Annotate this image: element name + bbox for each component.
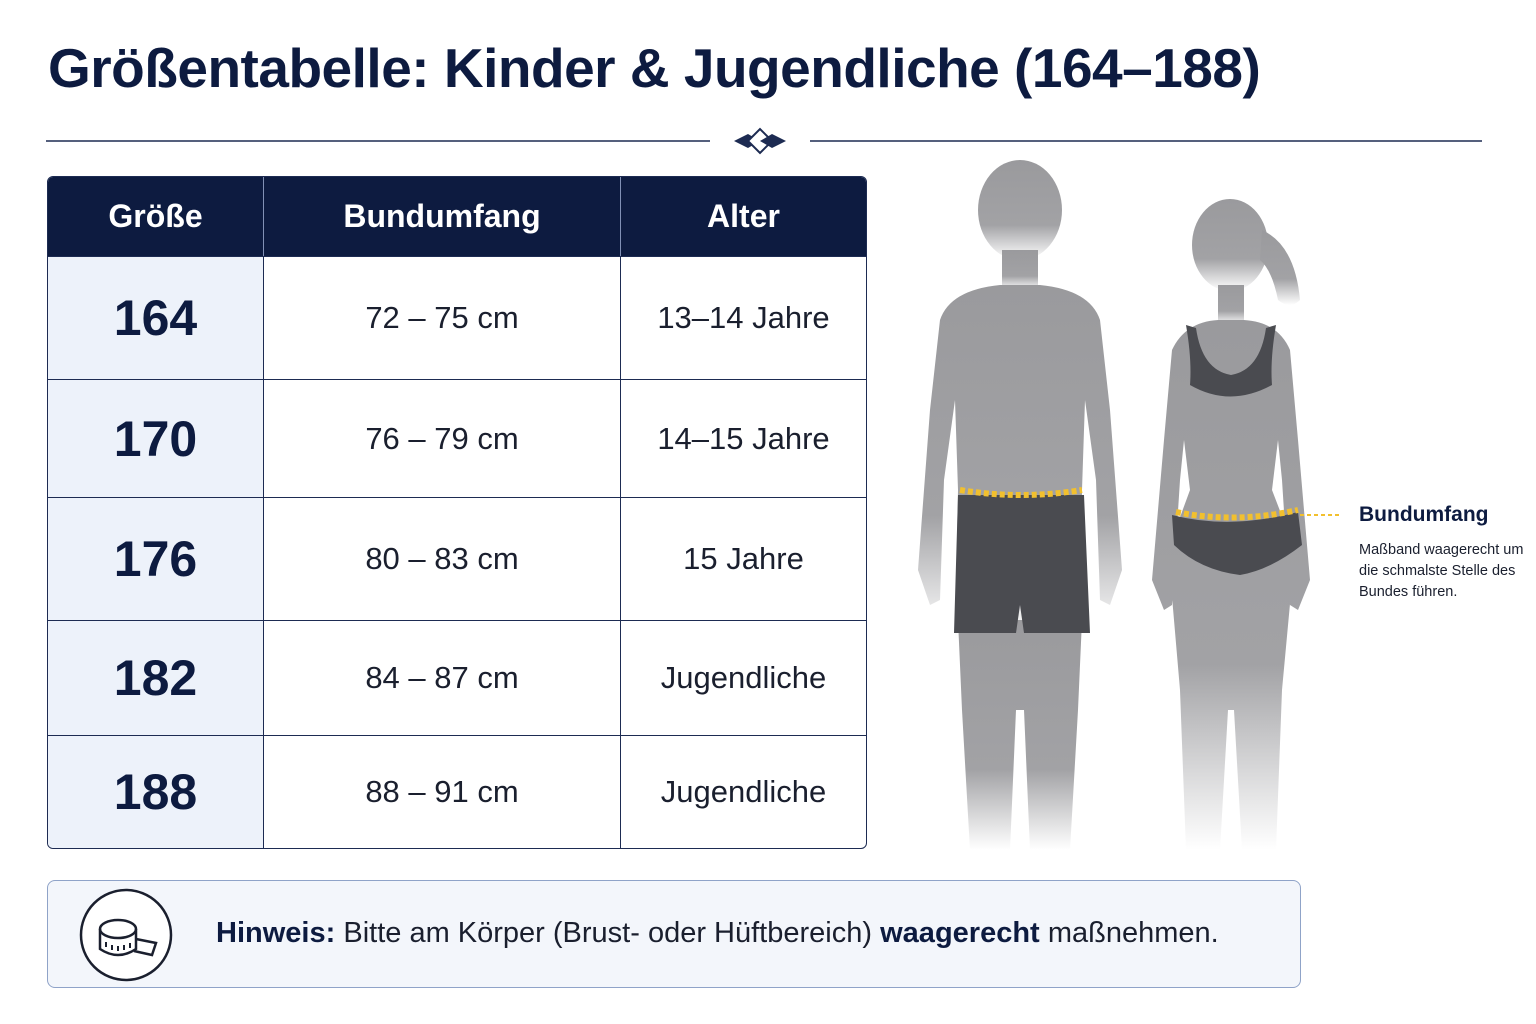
- hint-bold: waagerecht: [880, 917, 1040, 949]
- girl-bottom: [1172, 512, 1302, 575]
- column-header: Bundumfang: [263, 177, 620, 256]
- table-cell: 15 Jahre: [620, 497, 866, 620]
- table-row: 182 84 – 87 cm Jugendliche: [48, 620, 866, 735]
- girl-top: [1186, 325, 1276, 397]
- girl-figure: [1152, 199, 1310, 850]
- boy-shorts: [954, 495, 1090, 633]
- table-cell: Jugendliche: [620, 735, 866, 848]
- table-cell: 170: [48, 379, 263, 497]
- header-row: Größe Bundumfang Alter: [48, 177, 866, 256]
- size-table: Größe Bundumfang Alter 164 72 – 75 cm 13–14 …: [47, 176, 867, 849]
- hint-box: Hinweis: Bitte am Körper (Brust- oder Hüf…: [47, 880, 1301, 988]
- table-cell: 164: [48, 256, 263, 379]
- table-cell: 84 – 87 cm: [263, 620, 620, 735]
- annotation-text: Maßband waagerecht um die schmalste Stel…: [1359, 542, 1524, 600]
- table-cell: 188: [48, 735, 263, 848]
- column-header: Größe: [48, 177, 263, 256]
- table-cell: Jugendliche: [620, 620, 866, 735]
- table-cell: 13–14 Jahre: [620, 256, 866, 379]
- table-row: 164 72 – 75 cm 13–14 Jahre: [48, 256, 866, 379]
- hint-normal: maßnehmen.: [1047, 917, 1219, 949]
- hint-bold: Hinweis:: [216, 917, 336, 949]
- table-cell: 182: [48, 620, 263, 735]
- column-header: Alter: [620, 177, 866, 256]
- tape-icon: [79, 888, 173, 982]
- table-row: 170 76 – 79 cm 14–15 Jahre: [48, 379, 866, 497]
- divider: [46, 127, 1482, 155]
- title: Größentabelle: Kinder & Jugendliche (164…: [48, 37, 1261, 99]
- figures: [918, 160, 1340, 850]
- table-body: 164 72 – 75 cm 13–14 Jahre 170 76 – 79 cm 14–…: [48, 256, 866, 848]
- table-row: 188 88 – 91 cm Jugendliche: [48, 735, 866, 848]
- table-cell: 72 – 75 cm: [263, 256, 620, 379]
- hint-text: Hinweis: Bitte am Körper (Brust- oder Hüf…: [216, 917, 1219, 950]
- table-cell: 88 – 91 cm: [263, 735, 620, 848]
- table-cell: 14–15 Jahre: [620, 379, 866, 497]
- girl-tape: [1175, 507, 1299, 521]
- boy-tape: [959, 487, 1083, 498]
- table-cell: 76 – 79 cm: [263, 379, 620, 497]
- hint-normal: Bitte am Körper (Brust- oder Hüftbereich…: [343, 917, 873, 949]
- table-cell: 176: [48, 497, 263, 620]
- table-row: 176 80 – 83 cm 15 Jahre: [48, 497, 866, 620]
- table-cell: 80 – 83 cm: [263, 497, 620, 620]
- annotation-title: Bundumfang: [1359, 503, 1489, 526]
